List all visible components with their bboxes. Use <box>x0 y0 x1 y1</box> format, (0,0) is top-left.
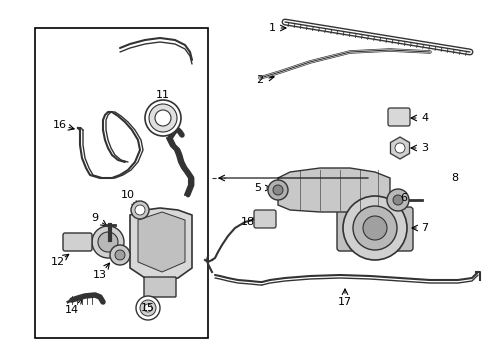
Circle shape <box>145 100 181 136</box>
FancyBboxPatch shape <box>63 233 92 251</box>
FancyBboxPatch shape <box>387 108 409 126</box>
Circle shape <box>272 185 283 195</box>
FancyBboxPatch shape <box>253 210 275 228</box>
Text: 10: 10 <box>121 190 135 200</box>
Text: 14: 14 <box>65 305 79 315</box>
Text: 7: 7 <box>421 223 427 233</box>
Text: 3: 3 <box>421 143 427 153</box>
Circle shape <box>136 296 160 320</box>
Text: 18: 18 <box>241 217 255 227</box>
Text: 4: 4 <box>421 113 427 123</box>
Polygon shape <box>138 212 184 272</box>
Text: 6: 6 <box>400 193 407 203</box>
Circle shape <box>352 206 396 250</box>
Circle shape <box>92 226 124 258</box>
FancyBboxPatch shape <box>336 207 412 251</box>
FancyBboxPatch shape <box>143 277 176 297</box>
Circle shape <box>143 304 152 312</box>
Circle shape <box>394 143 404 153</box>
Bar <box>35 28 207 338</box>
Circle shape <box>386 189 408 211</box>
Circle shape <box>131 201 149 219</box>
Text: 5: 5 <box>254 183 261 193</box>
Text: 15: 15 <box>141 303 155 313</box>
Text: 16: 16 <box>53 120 67 130</box>
Circle shape <box>135 205 145 215</box>
Text: 13: 13 <box>93 270 107 280</box>
Text: 1: 1 <box>268 23 275 33</box>
Text: 9: 9 <box>91 213 99 223</box>
Circle shape <box>362 216 386 240</box>
Polygon shape <box>278 168 389 212</box>
Text: 17: 17 <box>337 297 351 307</box>
Circle shape <box>98 232 118 252</box>
Text: 8: 8 <box>450 173 458 183</box>
Circle shape <box>110 245 130 265</box>
Text: 12: 12 <box>51 257 65 267</box>
Circle shape <box>149 104 177 132</box>
Polygon shape <box>130 208 192 282</box>
Circle shape <box>115 250 125 260</box>
Text: 2: 2 <box>256 75 263 85</box>
Circle shape <box>155 110 171 126</box>
Circle shape <box>392 195 402 205</box>
Circle shape <box>342 196 406 260</box>
Circle shape <box>267 180 287 200</box>
Text: 11: 11 <box>156 90 170 100</box>
Circle shape <box>140 300 156 316</box>
